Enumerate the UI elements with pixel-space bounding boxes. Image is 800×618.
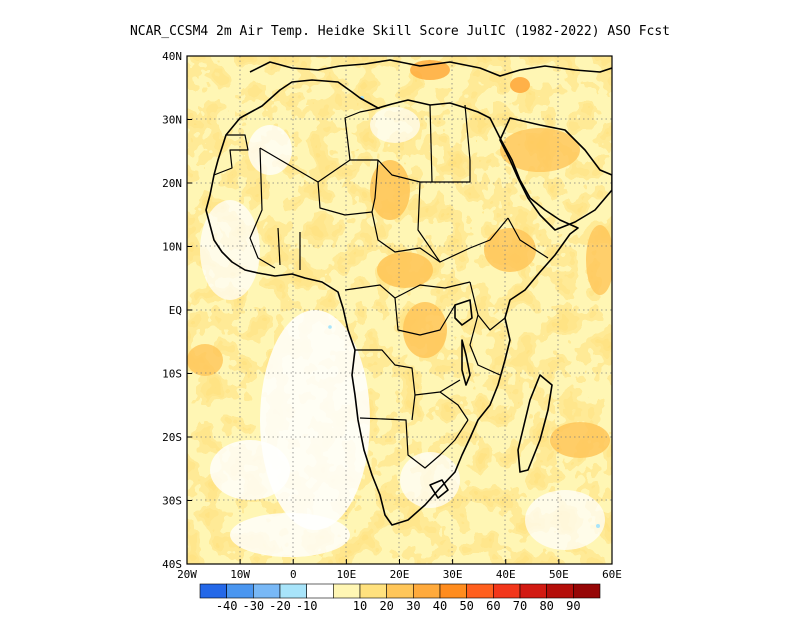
colorbar-label: -10 xyxy=(296,599,318,613)
colorbar-label: 20 xyxy=(379,599,393,613)
latitude-axis: 40N 30N 20N 10N EQ 10S 20S 30S 40S xyxy=(162,50,192,571)
lat-tick-label: EQ xyxy=(169,304,182,317)
colorbar-swatch xyxy=(306,583,334,599)
lat-tick-label: 10N xyxy=(162,241,182,254)
colorbar-label: 40 xyxy=(433,599,447,613)
lon-tick-label: 40E xyxy=(496,568,516,581)
graticule xyxy=(187,56,612,564)
colorbar-swatch xyxy=(199,583,227,599)
lon-tick-label: 60E xyxy=(602,568,622,581)
colorbar-swatch xyxy=(359,583,387,599)
colorbar-label: -30 xyxy=(242,599,264,613)
lon-tick-label: 50E xyxy=(549,568,569,581)
lon-tick-label: 10E xyxy=(336,568,356,581)
lat-tick-label: 10S xyxy=(162,368,182,381)
lat-tick-label: 20S xyxy=(162,431,182,444)
lon-tick-label: 30E xyxy=(443,568,463,581)
colorbar-label: -20 xyxy=(269,599,291,613)
lon-tick-label: 10W xyxy=(230,568,250,581)
map-title: NCAR_CCSM4 2m Air Temp. Heidke Skill Sco… xyxy=(130,24,670,39)
colorbar-swatch xyxy=(253,583,281,599)
colorbar-swatch xyxy=(413,583,441,599)
lon-tick-label: 0 xyxy=(290,568,297,581)
lon-tick-label: 20W xyxy=(177,568,197,581)
colorbar-label: 60 xyxy=(486,599,500,613)
colorbar-swatch xyxy=(493,583,521,599)
colorbar: -40 -30 -20 -10 10 20 30 40 50 60 70 80 90 xyxy=(199,583,601,613)
colorbar-swatch xyxy=(546,583,574,599)
colorbar-label: -40 xyxy=(216,599,238,613)
colorbar-label: 30 xyxy=(406,599,420,613)
lat-tick-label: 30N xyxy=(162,114,182,127)
coastlines xyxy=(205,59,612,526)
plot-area xyxy=(187,56,612,564)
lon-tick-label: 20E xyxy=(390,568,410,581)
lat-tick-label: 40S xyxy=(162,558,182,571)
colorbar-swatch xyxy=(519,583,547,599)
colorbar-label: 10 xyxy=(353,599,367,613)
colorbar-label: 70 xyxy=(513,599,527,613)
lat-tick-label: 30S xyxy=(162,495,182,508)
lat-tick-label: 20N xyxy=(162,177,182,190)
political-borders xyxy=(213,104,549,469)
lat-tick-label: 40N xyxy=(162,50,182,63)
colorbar-swatch xyxy=(573,583,601,599)
colorbar-label: 90 xyxy=(566,599,580,613)
colorbar-swatch xyxy=(279,583,307,599)
longitude-axis: 20W 10W 0 10E 20E 30E 40E 50E 60E xyxy=(177,559,622,581)
colorbar-label: 50 xyxy=(459,599,473,613)
colorbar-label: 80 xyxy=(539,599,553,613)
colorbar-swatch xyxy=(333,583,361,599)
colorbar-swatch xyxy=(439,583,467,599)
colorbar-swatch xyxy=(386,583,414,599)
colorbar-swatch xyxy=(226,583,254,599)
colorbar-swatch xyxy=(466,583,494,599)
